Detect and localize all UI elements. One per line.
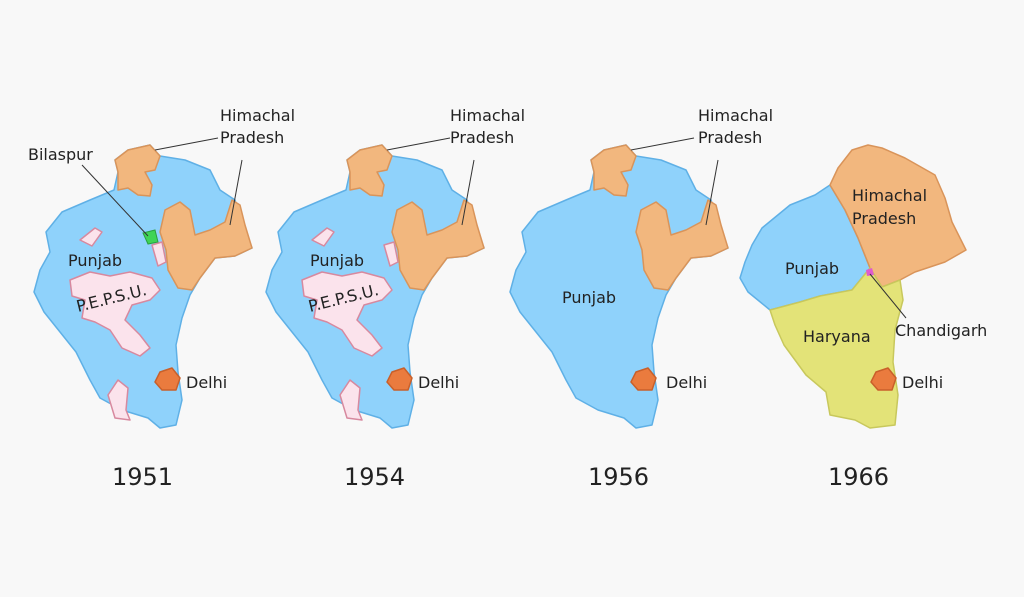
bilaspur-label: Bilaspur	[28, 145, 93, 164]
himachal-label: Pradesh	[220, 128, 284, 147]
bilaspur-region	[142, 229, 159, 245]
leader-line	[229, 159, 243, 226]
year-label: 1956	[588, 463, 649, 491]
map-panel-1956: Himachal Pradesh Punjab Delhi 1956	[509, 106, 773, 491]
leader-line	[630, 137, 695, 151]
leader-line	[461, 159, 475, 226]
punjab-label: Punjab	[562, 288, 616, 307]
map-panel-1966: Himachal Himachal Pradesh Punjab Haryana…	[739, 144, 987, 491]
delhi-region	[870, 367, 897, 391]
map-panel-1951: Himachal Pradesh Bilaspur Punjab P.E.P.S…	[28, 106, 295, 491]
leader-line	[869, 273, 907, 319]
himachal-label: Pradesh	[698, 128, 762, 147]
delhi-label: Delhi	[186, 373, 227, 392]
himachal-label: Himachal	[698, 106, 773, 125]
year-label: 1966	[828, 463, 889, 491]
haryana-label: Haryana	[803, 327, 871, 346]
year-label: 1954	[344, 463, 405, 491]
punjab-label: Punjab	[785, 259, 839, 278]
chandigarh-region	[866, 268, 874, 276]
punjab-label: Punjab	[68, 251, 122, 270]
delhi-label: Delhi	[902, 373, 943, 392]
leader-line	[154, 137, 219, 151]
delhi-label: Delhi	[418, 373, 459, 392]
himachal-region	[829, 144, 967, 288]
himachal-label: Pradesh	[450, 128, 514, 147]
himachal-label: Himachal	[220, 106, 295, 125]
punjab-label: Punjab	[310, 251, 364, 270]
leader-line	[386, 137, 451, 151]
leader-line	[81, 164, 149, 237]
map-panel-1954: Himachal Pradesh Punjab P.E.P.S.U. Delhi…	[265, 106, 525, 491]
himachal-label-line2: Pradesh	[852, 209, 916, 228]
year-label: 1951	[112, 463, 173, 491]
himachal-label: Himachal	[852, 186, 927, 205]
delhi-label: Delhi	[666, 373, 707, 392]
chandigarh-label: Chandigarh	[895, 321, 987, 340]
himachal-label: Himachal	[450, 106, 525, 125]
leader-line	[705, 159, 719, 226]
